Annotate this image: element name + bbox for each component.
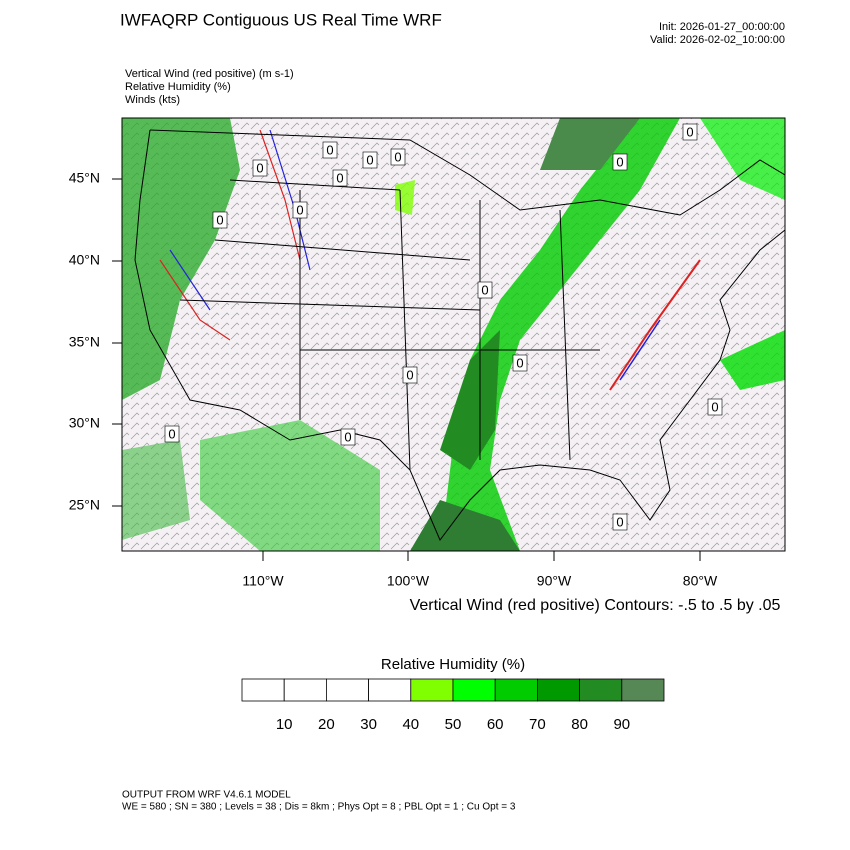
colorbar-box <box>621 678 665 702</box>
colorbar-tick-label: 20 <box>318 716 335 733</box>
lon-label: 80°W <box>683 573 718 589</box>
contour-label-box <box>212 211 228 229</box>
colorbar-box <box>325 678 369 702</box>
colorbar-title: Relative Humidity (%) <box>381 656 525 673</box>
contour-label-box <box>362 151 378 169</box>
title: IWFAQRP Contiguous US Real Time WRF <box>120 10 442 29</box>
colorbar-tick-label: 30 <box>360 716 377 733</box>
borders <box>134 129 785 541</box>
colorbar-tick-label: 70 <box>529 716 546 733</box>
lon-label: 100°W <box>387 573 430 589</box>
contour-label-box <box>322 141 338 159</box>
colorbar-box <box>410 678 454 702</box>
colorbar-box <box>368 678 412 702</box>
vertical-wind-streaks <box>159 129 701 391</box>
colorbar-box <box>241 678 285 702</box>
map-frame <box>121 117 786 552</box>
contour-label: 0 <box>256 160 263 175</box>
field-label: Winds (kts) <box>125 94 180 106</box>
init-time: Init: 2026-01-27_00:00:00 <box>659 21 785 33</box>
colorbar-tick-label: 10 <box>276 716 293 733</box>
contour-label-box <box>402 366 418 384</box>
contour-label: 0 <box>481 282 488 297</box>
lon-label: 110°W <box>242 573 284 589</box>
contour-label-box <box>512 354 528 372</box>
contour-label: 0 <box>616 154 623 169</box>
lat-label: 25°N <box>69 497 100 513</box>
contour-label: 0 <box>394 149 401 164</box>
contour-label-box <box>707 398 723 416</box>
colorbar-tick-label: 40 <box>402 716 419 733</box>
field-label: Vertical Wind (red positive) (m s-1) <box>125 68 294 80</box>
lat-label: 45°N <box>69 170 100 186</box>
lon-label: 90°W <box>537 573 572 589</box>
contour-note: Vertical Wind (red positive) Contours: -… <box>410 597 781 614</box>
contour-label: 0 <box>711 399 718 414</box>
colorbar-box <box>579 678 623 702</box>
contour-label: 0 <box>616 514 623 529</box>
humidity-shading <box>122 118 785 551</box>
colorbar-box <box>452 678 496 702</box>
contour-label-box <box>612 153 628 171</box>
contour-label: 0 <box>168 426 175 441</box>
map <box>122 118 785 551</box>
contour-label-box <box>332 169 348 187</box>
colorbar-tick-label: 60 <box>487 716 504 733</box>
contour-label-box <box>292 201 308 219</box>
contour-label-box <box>252 159 268 177</box>
colorbar-box <box>537 678 581 702</box>
lat-label: 35°N <box>69 334 100 350</box>
contour-label: 0 <box>344 429 351 444</box>
valid-time: Valid: 2026-02-02_10:00:00 <box>650 34 785 46</box>
contour-label-box <box>340 428 356 446</box>
contour-label: 0 <box>366 152 373 167</box>
colorbar-tick-label: 50 <box>445 716 462 733</box>
contour-label: 0 <box>296 202 303 217</box>
lat-label: 40°N <box>69 252 100 268</box>
field-label: Relative Humidity (%) <box>125 81 231 93</box>
contour-label-box <box>682 123 698 141</box>
lat-label: 30°N <box>69 415 100 431</box>
contour-label: 0 <box>686 124 693 139</box>
contour-label: 0 <box>326 142 333 157</box>
footer-line: WE = 580 ; SN = 380 ; Levels = 38 ; Dis … <box>122 802 516 813</box>
contour-label-box <box>612 513 628 531</box>
contour-label: 0 <box>336 170 343 185</box>
colorbar-box <box>494 678 538 702</box>
footer-line: OUTPUT FROM WRF V4.6.1 MODEL <box>122 790 291 801</box>
colorbar-tick-label: 90 <box>613 716 630 733</box>
contour-label: 0 <box>406 367 413 382</box>
contour-label-box <box>164 425 180 443</box>
contour-label: 0 <box>516 355 523 370</box>
contour-label-box <box>390 148 406 166</box>
colorbar-tick-label: 80 <box>571 716 588 733</box>
colorbar-box <box>283 678 327 702</box>
contour-label: 0 <box>216 212 223 227</box>
contour-label-box <box>477 281 493 299</box>
